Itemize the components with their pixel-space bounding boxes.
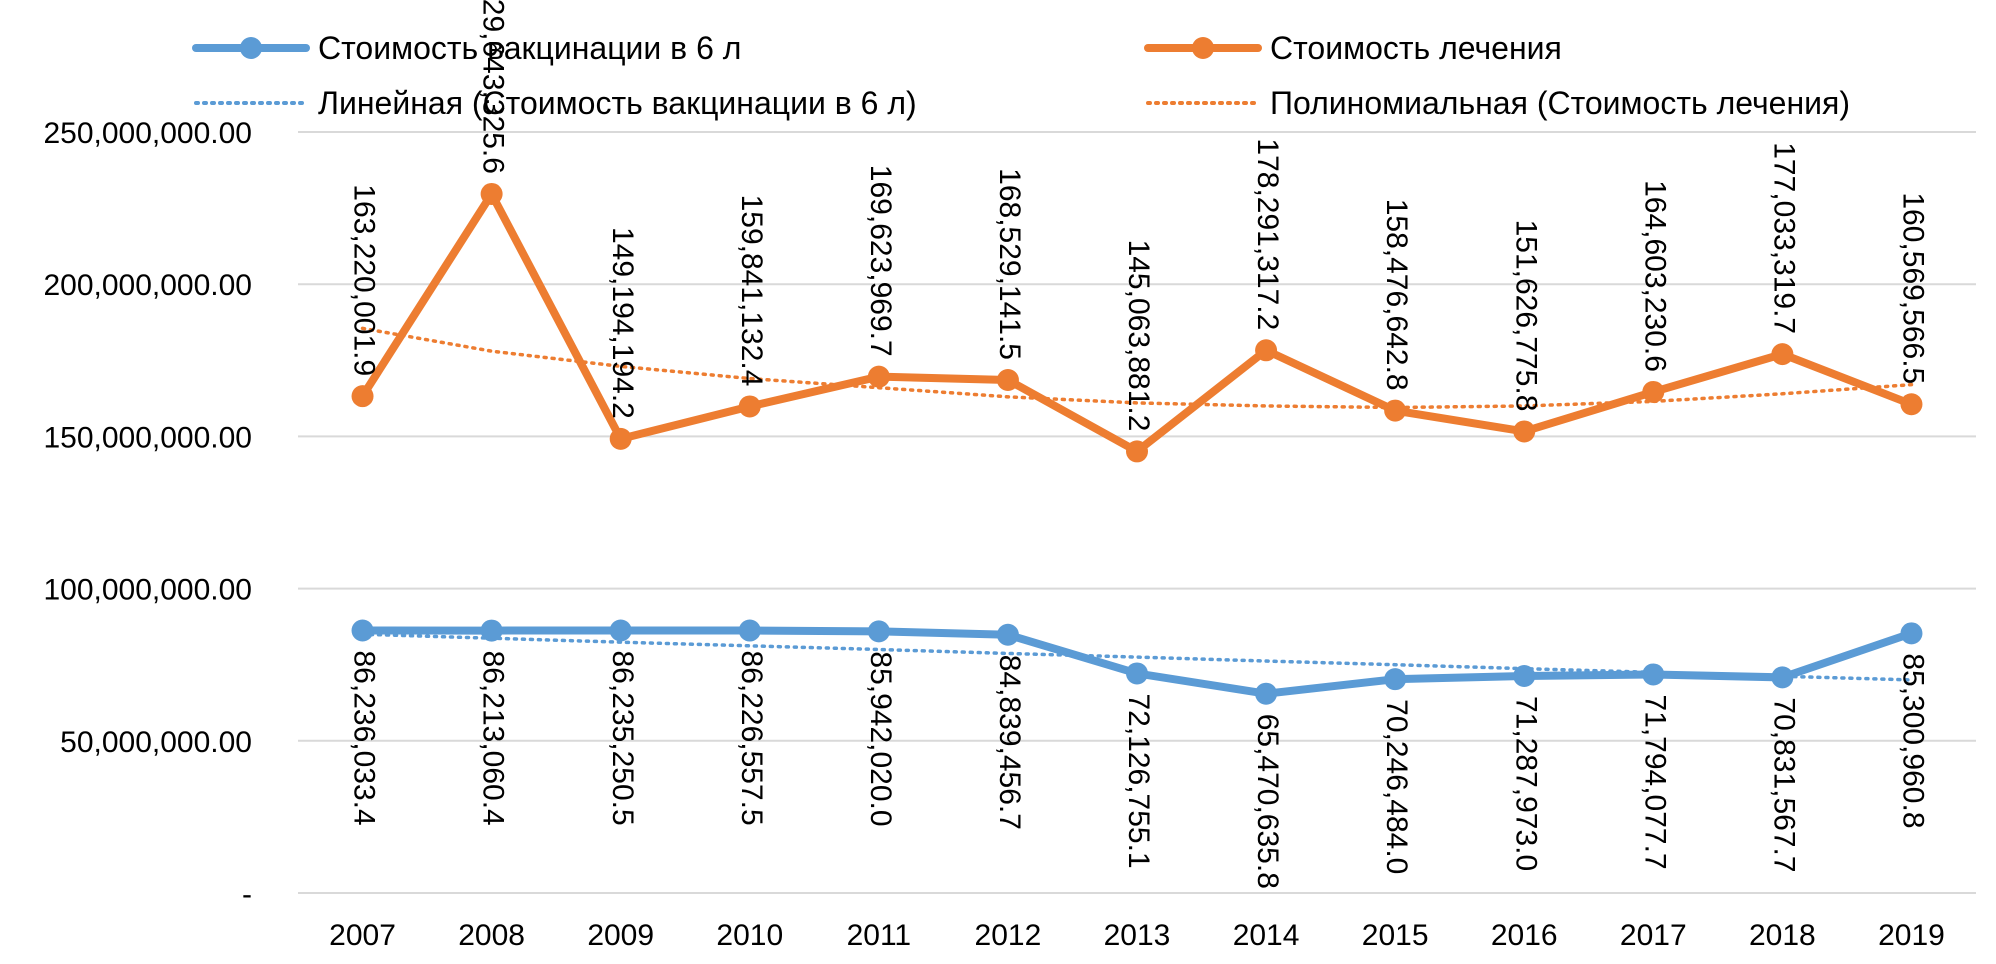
legend-item: Стоимость лечения [1144, 30, 1562, 66]
data-label: 163,220,001.9 [348, 184, 381, 376]
data-labels: 86,236,033.4 86,213,060.4 86,235,250.5 86,2… [348, 0, 1930, 889]
data-point [1771, 666, 1794, 689]
x-tick-label: 2014 [1233, 919, 1300, 952]
data-point [1900, 622, 1923, 645]
data-point [1255, 339, 1278, 362]
data-label: 85,300,960.8 [1897, 653, 1930, 828]
data-label: 86,235,250.5 [606, 650, 639, 825]
data-label: 71,794,077.7 [1638, 694, 1671, 869]
data-label: 145,063,881.2 [1122, 240, 1155, 432]
data-label: 70,246,484.0 [1380, 699, 1413, 874]
data-point [351, 619, 374, 642]
data-point [480, 182, 503, 205]
x-tick-label: 2012 [975, 919, 1042, 952]
x-tick-label: 2017 [1620, 919, 1687, 952]
legend-item: Линейная (Стоимость вакцинации в 6 л) [194, 85, 917, 121]
x-axis-tick-labels: 2007 2008 2009 2010 2011 2012 2013 2014 2015 2016… [329, 919, 1945, 952]
legend-label: Полиномиальная (Стоимость лечения) [1270, 85, 1850, 121]
data-point [1642, 663, 1665, 686]
data-label: 151,626,775.8 [1509, 220, 1542, 412]
data-point [1384, 668, 1407, 691]
data-label: 70,831,567.7 [1767, 697, 1800, 872]
legend-label: Стоимость вакцинации в 6 л [318, 30, 741, 66]
data-point [1900, 393, 1923, 416]
y-tick-label: 100,000,000.00 [43, 574, 252, 607]
x-tick-label: 2013 [1104, 919, 1171, 952]
data-label: 65,470,635.8 [1251, 714, 1284, 889]
data-point [1771, 343, 1794, 366]
x-tick-label: 2011 [847, 919, 912, 952]
x-tick-label: 2007 [329, 919, 396, 952]
data-label: 85,942,020.0 [864, 651, 897, 826]
data-label: 72,126,755.1 [1122, 693, 1155, 868]
legend-swatch-marker [240, 37, 262, 59]
series-lines [351, 182, 1923, 705]
data-point [867, 365, 890, 388]
y-tick-label: 50,000,000.00 [60, 726, 252, 759]
data-point [738, 619, 761, 642]
data-point [996, 623, 1019, 646]
data-point [1513, 664, 1536, 687]
y-tick-label: - [242, 878, 252, 911]
legend-label: Стоимость лечения [1270, 30, 1562, 66]
data-label: 229,643,325.6 [477, 0, 510, 174]
data-label: 71,287,973.0 [1509, 696, 1542, 871]
data-label: 159,841,132.4 [735, 195, 768, 387]
x-tick-label: 2010 [716, 919, 783, 952]
data-label: 149,194,194.2 [606, 227, 639, 419]
data-point [738, 395, 761, 418]
y-tick-label: 200,000,000.00 [43, 269, 252, 302]
data-point [1126, 440, 1148, 463]
data-label: 84,839,456.7 [993, 655, 1026, 830]
data-point [1126, 662, 1148, 685]
x-tick-label: 2018 [1749, 919, 1816, 952]
data-label: 160,569,566.5 [1897, 192, 1930, 384]
x-tick-label: 2019 [1878, 919, 1945, 952]
data-label: 168,529,141.5 [993, 168, 1026, 360]
data-label: 169,623,969.7 [864, 165, 897, 357]
data-point [996, 368, 1019, 391]
legend-label: Линейная (Стоимость вакцинации в 6 л) [318, 85, 917, 121]
data-point [1384, 399, 1407, 422]
data-point [351, 385, 374, 408]
legend-item: Полиномиальная (Стоимость лечения) [1146, 85, 1850, 121]
gridlines [298, 131, 1976, 894]
x-tick-label: 2009 [587, 919, 654, 952]
data-label: 158,476,642.8 [1380, 199, 1413, 391]
y-axis-tick-labels: - 50,000,000.00 100,000,000.00 150,000,000.… [43, 117, 252, 911]
y-tick-label: 150,000,000.00 [43, 421, 252, 454]
data-point [867, 620, 890, 643]
data-label: 164,603,230.6 [1638, 180, 1671, 372]
data-point [1642, 380, 1665, 403]
data-point [609, 427, 632, 450]
legend-swatch-marker [1192, 37, 1214, 59]
data-label: 178,291,317.2 [1251, 138, 1284, 330]
data-point [609, 619, 632, 642]
data-point [1255, 682, 1278, 705]
data-point [1513, 420, 1536, 443]
y-tick-label: 250,000,000.00 [43, 117, 252, 150]
legend: Стоимость вакцинации в 6 л Стоимость лече… [192, 30, 1850, 121]
data-label: 86,236,033.4 [348, 650, 381, 825]
data-label: 86,226,557.5 [735, 651, 768, 826]
data-point [480, 619, 503, 642]
x-tick-label: 2016 [1491, 919, 1558, 952]
legend-item: Стоимость вакцинации в 6 л [192, 30, 741, 66]
data-label: 177,033,319.7 [1767, 142, 1800, 334]
x-tick-label: 2008 [458, 919, 525, 952]
data-label: 86,213,060.4 [477, 651, 510, 826]
x-tick-label: 2015 [1362, 919, 1429, 952]
